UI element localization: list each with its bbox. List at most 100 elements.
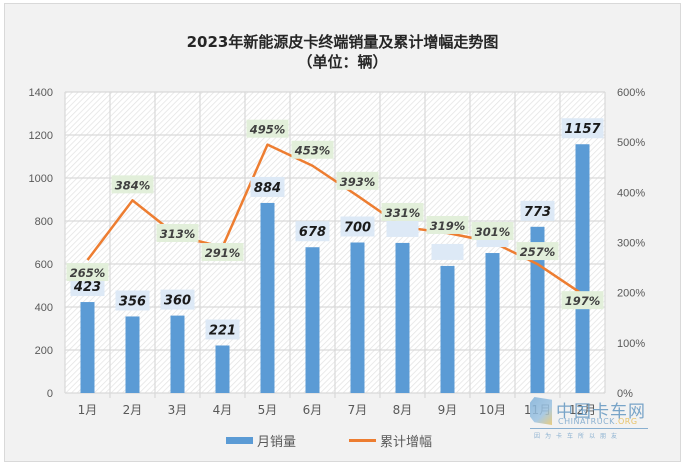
line-label-box: [471, 221, 514, 240]
bar: [395, 242, 410, 393]
bar: [80, 302, 95, 393]
bar-label: 1157: [564, 122, 601, 137]
line-data-labels: 265% 384% 313% 291% 495% 453% 393% 331% 319% 301%…: [66, 119, 604, 310]
x-tick: 4月: [213, 403, 233, 417]
y-left-tick: 200: [35, 345, 53, 357]
y-left-tick: 1400: [29, 87, 53, 99]
y-right-tick: 600%: [617, 87, 645, 99]
x-tick: 10月: [479, 403, 506, 417]
line-label-box: [291, 140, 334, 159]
legend-item-monthly-sales: 月销量: [226, 431, 296, 450]
legend-label: 月销量: [257, 435, 297, 450]
x-tick: 2月: [123, 403, 143, 417]
line-label: 257%: [520, 245, 556, 259]
legend-item-cumulative-growth: 累计增幅: [349, 431, 432, 450]
x-tick: 5月: [258, 403, 278, 417]
line-label: 331%: [385, 206, 421, 220]
legend: 月销量 累计增幅: [0, 431, 685, 451]
bar-label: 773: [524, 205, 551, 220]
right-axis: 0% 100% 200% 300% 400% 500% 600%: [617, 87, 645, 400]
bar-label: 884: [254, 181, 281, 196]
y-right-tick: 100%: [617, 338, 645, 350]
line-label-box: [66, 263, 109, 282]
line-label: 265%: [70, 266, 106, 280]
y-left-tick: 0: [47, 388, 53, 400]
x-tick: 9月: [438, 403, 458, 417]
y-right-tick: 500%: [617, 137, 645, 149]
logo-cube-icon: [530, 397, 552, 425]
chart-title: 2023年新能源皮卡终端销量及累计增幅走势图: [186, 33, 499, 51]
y-right-tick: 400%: [617, 187, 645, 199]
y-left-tick: 800: [35, 216, 53, 228]
bar: [305, 247, 320, 393]
line-label-box: [561, 291, 604, 310]
x-tick: 6月: [303, 403, 323, 417]
bar-label-box: [205, 319, 240, 340]
bar: [485, 253, 500, 393]
line-label: 291%: [205, 246, 241, 260]
x-tick: 12月: [569, 403, 596, 417]
x-tick: 1月: [78, 403, 98, 417]
line-label-box: [336, 171, 379, 190]
y-left-tick: 600: [35, 259, 53, 271]
line-label-box: [426, 215, 469, 234]
bar: [260, 202, 275, 393]
x-tick: 8月: [393, 403, 413, 417]
line-label-box: [381, 202, 424, 221]
y-right-tick: 300%: [617, 238, 645, 250]
bar-label-box: [160, 289, 195, 310]
bar: [125, 316, 140, 393]
bar-label-box: [340, 216, 375, 237]
bar-label: 700: [344, 221, 371, 236]
y-left-tick: 1200: [29, 130, 53, 142]
watermark-en: CHINATRUCK.ORG: [558, 417, 638, 426]
line-label-box: [156, 223, 199, 242]
y-right-tick: 200%: [617, 288, 645, 300]
gridlines: [64, 91, 606, 398]
bar: [530, 226, 545, 393]
bar: [575, 144, 590, 393]
left-axis: 0 200 400 600 800 1000 1200 1400: [29, 87, 53, 400]
bar-label: 221: [209, 323, 236, 338]
line-label: 453%: [294, 144, 331, 158]
chart-subtitle: （单位：辆）: [297, 53, 388, 71]
bar-label: 356: [119, 294, 146, 309]
line-label: 384%: [115, 178, 151, 192]
x-axis: 1月2月3月4月5月6月7月8月9月10月11月12月: [78, 403, 596, 417]
line-label: 197%: [565, 294, 601, 308]
line-label: 393%: [340, 175, 376, 189]
bar: [350, 242, 365, 393]
x-tick: 7月: [348, 403, 368, 417]
bar-swatch-icon: [226, 437, 253, 444]
bar: [170, 315, 185, 393]
bar-label-box: [295, 221, 330, 242]
bar: [215, 345, 230, 393]
bar-label-box: [431, 243, 464, 260]
line-label: 301%: [475, 225, 511, 239]
line-label-box: [111, 175, 154, 194]
bar-series-monthly-sales: [80, 144, 590, 393]
bar-label-box: [386, 220, 419, 237]
bar-label: 423: [73, 280, 101, 295]
line-label: 313%: [160, 227, 196, 241]
bar-label-box: [520, 200, 555, 221]
bar-label-box: [561, 118, 604, 139]
y-left-tick: 400: [35, 302, 53, 314]
watermark-logo: 中国卡车网 CHINATRUCK.ORG 因为卡车所以朋友: [528, 395, 658, 445]
y-right-tick: 0%: [617, 388, 633, 400]
line-label: 319%: [430, 219, 466, 233]
bar: [440, 265, 455, 393]
watermark-cn: 中国卡车网: [556, 402, 646, 422]
bar-label-box: [250, 176, 285, 197]
line-label: 495%: [249, 123, 286, 137]
watermark-slogan: 因为卡车所以朋友: [534, 433, 623, 440]
y-left-tick: 1000: [29, 173, 53, 185]
line-label-box: [201, 243, 244, 262]
bar-label: 678: [299, 225, 326, 240]
line-label-box: [246, 119, 289, 138]
line-swatch-icon: [349, 439, 376, 442]
bar-label: 360: [164, 294, 191, 309]
watermark-divider: [530, 428, 648, 429]
x-tick: 3月: [168, 403, 188, 417]
